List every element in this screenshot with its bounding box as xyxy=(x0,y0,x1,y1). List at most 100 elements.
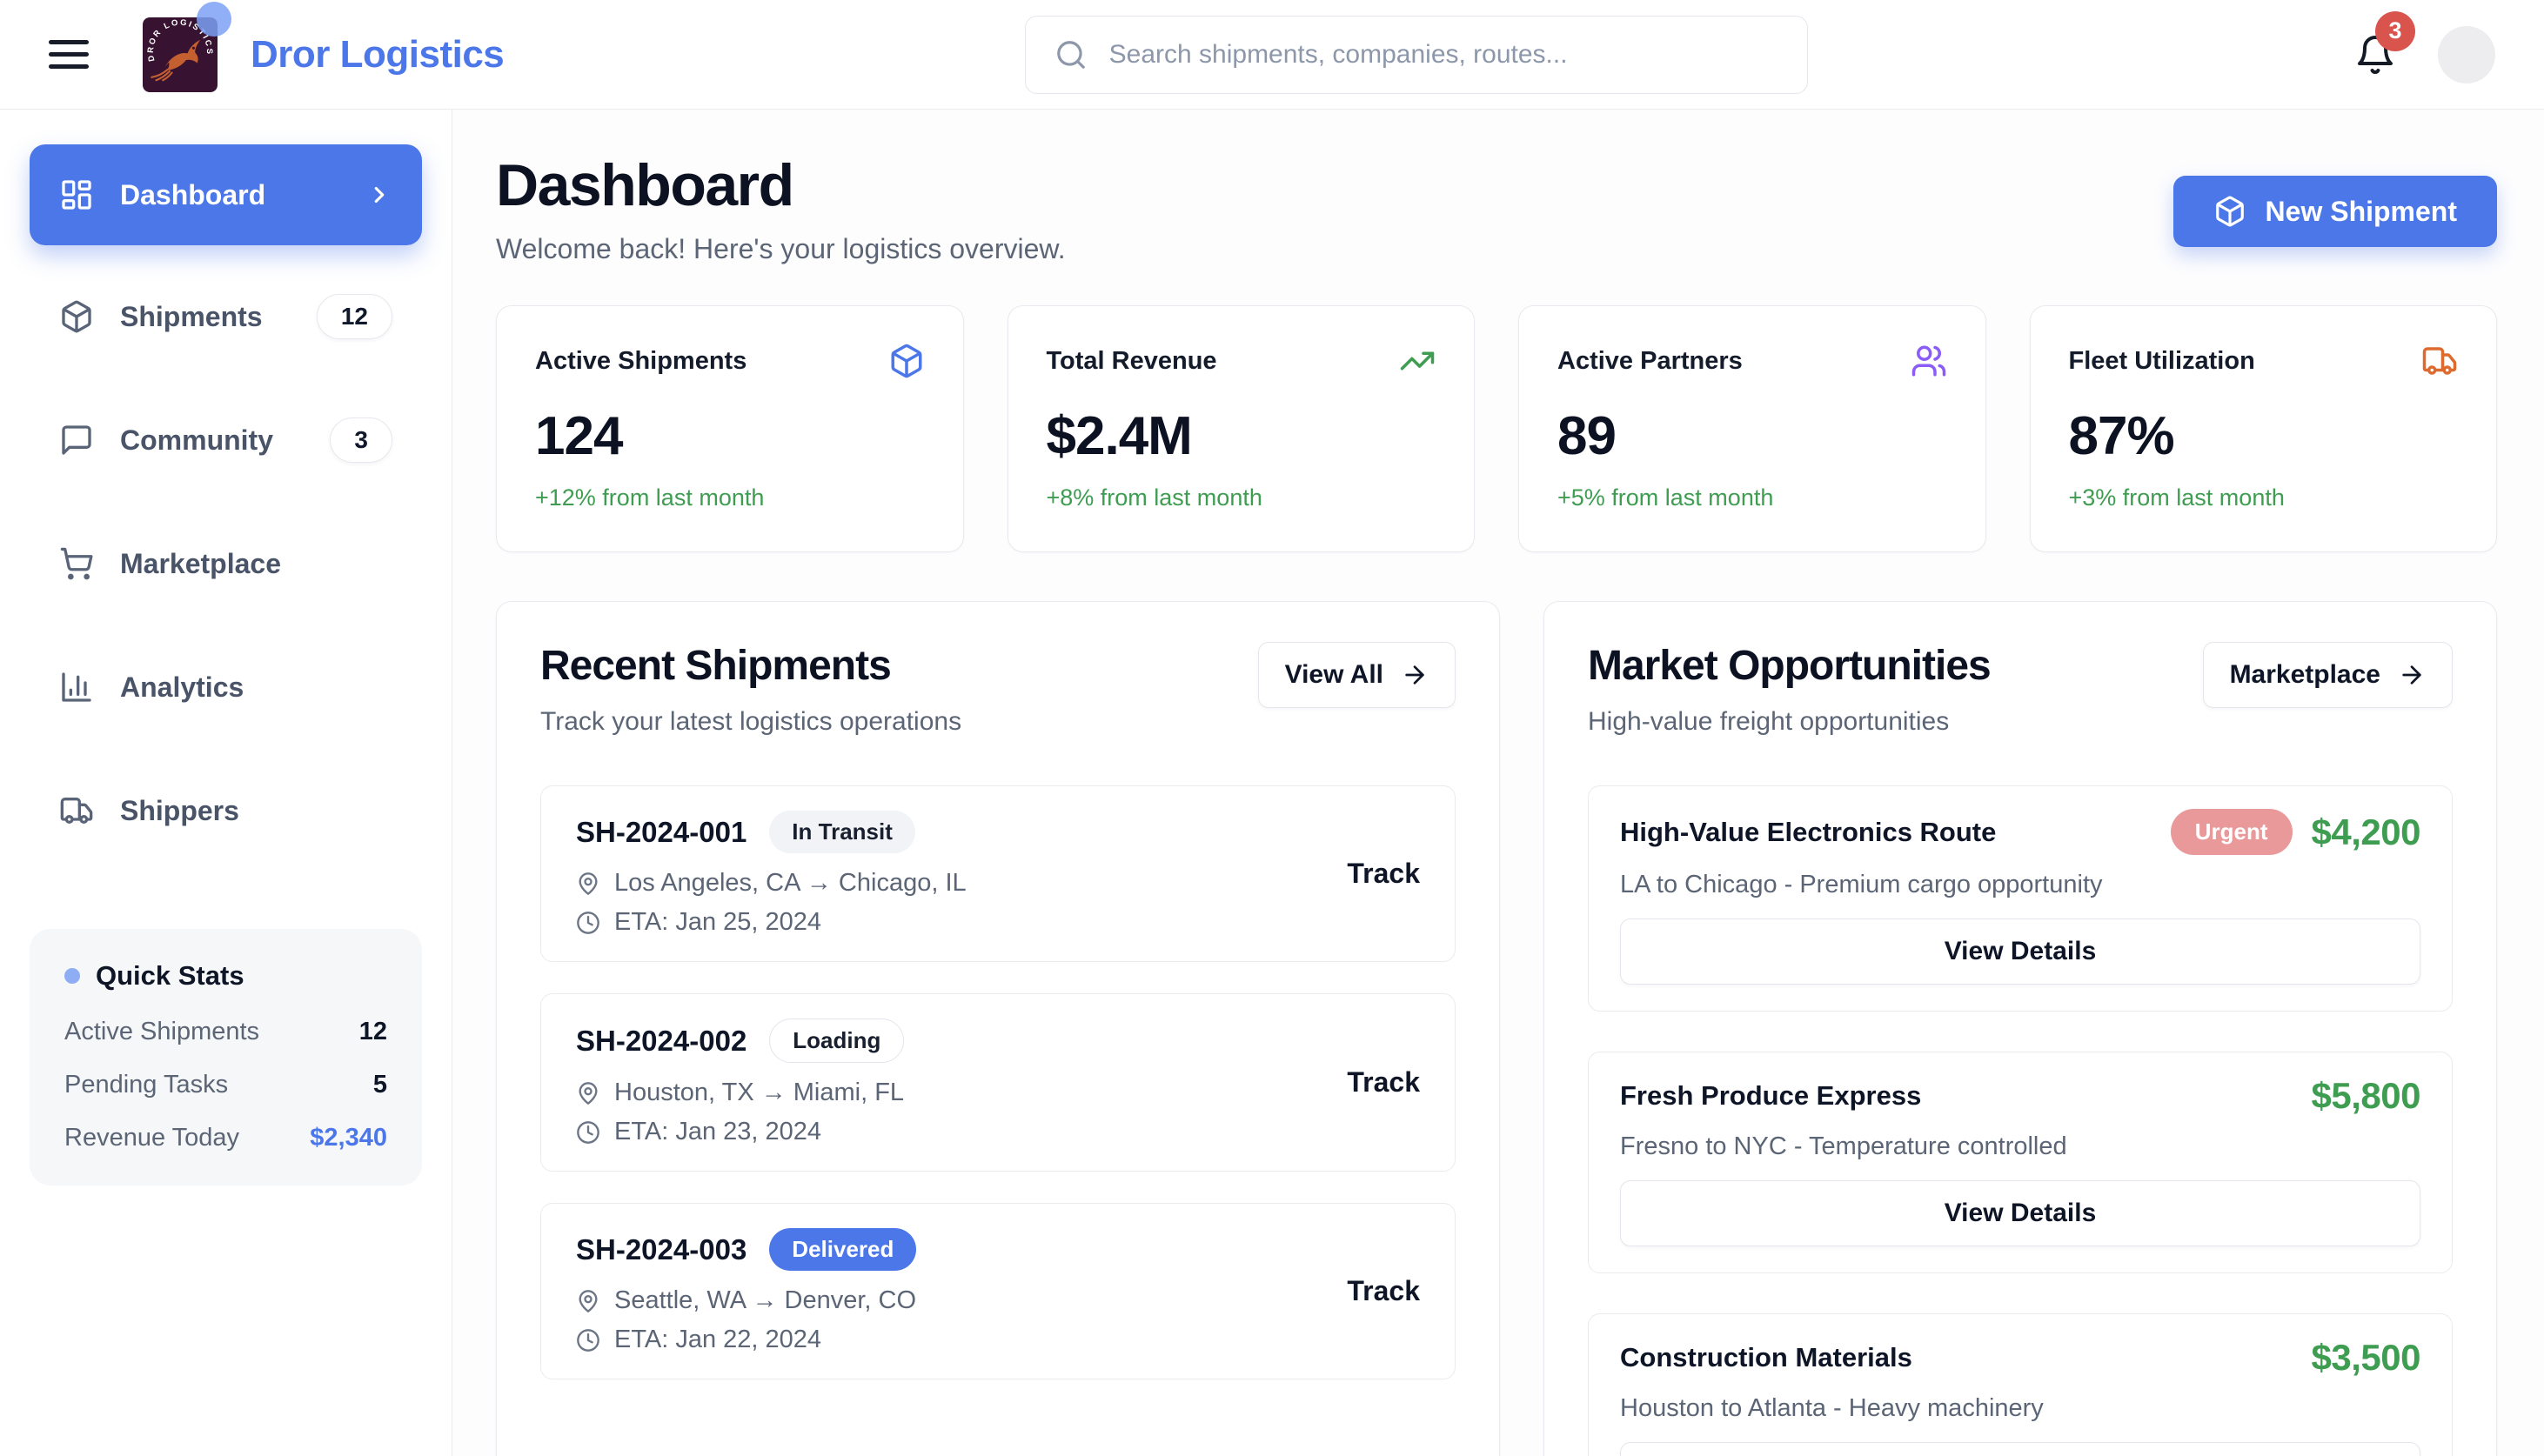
market-opportunities-title: Market Opportunities xyxy=(1588,643,1992,689)
status-badge: Loading xyxy=(769,1019,905,1063)
menu-icon[interactable] xyxy=(49,40,89,69)
shipments-count-badge: 12 xyxy=(316,294,392,339)
view-all-button[interactable]: View All xyxy=(1257,642,1456,708)
quick-stats-dot-icon xyxy=(64,968,80,984)
opportunity-description: Houston to Atlanta - Heavy machinery xyxy=(1620,1394,2044,1422)
sidebar-item-shippers[interactable]: Shippers xyxy=(30,762,422,859)
shipment-id: SH-2024-003 xyxy=(576,1232,747,1266)
logo-status-dot xyxy=(197,1,231,37)
sidebar-item-analytics[interactable]: Analytics xyxy=(30,638,422,736)
map-pin-icon xyxy=(579,1289,598,1312)
package-icon xyxy=(2215,196,2244,227)
shipment-row[interactable]: SH-2024-002 Loading Houston, TX → Miami,… xyxy=(540,993,1456,1172)
avatar[interactable] xyxy=(2438,25,2495,83)
cart-icon xyxy=(60,547,93,580)
shipment-id: SH-2024-002 xyxy=(576,1024,747,1057)
status-badge: In Transit xyxy=(769,811,915,853)
opportunity-card: Construction Materials $3,500 Houston to… xyxy=(1588,1313,2453,1456)
shipment-row[interactable]: SH-2024-003 Delivered Seattle, WA → Denv… xyxy=(540,1203,1456,1379)
opportunity-card: Fresh Produce Express $5,800 Fresno to N… xyxy=(1588,1052,2453,1273)
clock-icon xyxy=(577,911,599,934)
sidebar-item-dashboard[interactable]: Dashboard xyxy=(30,144,422,245)
chevron-right-icon xyxy=(374,186,385,204)
track-button[interactable]: Track xyxy=(1347,1066,1420,1098)
stats-row: Active Shipments 124 +12% from last mont… xyxy=(496,305,2497,552)
sidebar-item-label: Marketplace xyxy=(120,547,281,579)
quick-stat-label: Revenue Today xyxy=(64,1124,240,1152)
quick-stat-value-revenue: $2,340 xyxy=(310,1124,387,1152)
marketplace-button[interactable]: Marketplace xyxy=(2202,642,2453,708)
stat-label: Total Revenue xyxy=(1046,346,1217,375)
notification-count-badge: 3 xyxy=(2375,10,2415,51)
sidebar-item-label: Shippers xyxy=(120,794,239,826)
stat-card-total-revenue: Total Revenue $2.4M +8% from last month xyxy=(1007,305,1475,552)
clock-icon xyxy=(577,1328,599,1352)
stat-label: Active Partners xyxy=(1557,346,1743,375)
track-button[interactable]: Track xyxy=(1347,1275,1420,1306)
bird-logo-icon: DROR LOGISTICS xyxy=(143,17,218,92)
top-bar: DROR LOGISTICS Dror Logistics 3 xyxy=(0,0,2544,110)
sidebar-item-label: Dashboard xyxy=(120,178,266,210)
view-details-button[interactable]: View Details xyxy=(1620,918,2420,985)
shipment-row[interactable]: SH-2024-001 In Transit Los Angeles, CA →… xyxy=(540,785,1456,962)
users-icon xyxy=(1911,345,1945,377)
shipment-route: Los Angeles, CA → Chicago, IL xyxy=(614,869,967,897)
recent-shipments-panel: Recent Shipments Track your latest logis… xyxy=(496,601,1500,1456)
brand-logo[interactable]: DROR LOGISTICS xyxy=(143,1,231,92)
opportunity-price: $5,800 xyxy=(2311,1075,2421,1116)
stat-card-fleet-utilization: Fleet Utilization 87% +3% from last mont… xyxy=(2029,305,2497,552)
sidebar: Dashboard Shipments 12 Community 3 xyxy=(0,110,452,1456)
quick-stat-label: Pending Tasks xyxy=(64,1071,229,1099)
package-icon xyxy=(891,344,921,378)
quick-stats-title: Quick Stats xyxy=(96,960,244,991)
new-shipment-button[interactable]: New Shipment xyxy=(2172,176,2497,247)
urgent-badge: Urgent xyxy=(2170,809,2293,855)
bell-icon xyxy=(2358,35,2393,74)
map-pin-icon xyxy=(579,1081,598,1105)
stat-label: Fleet Utilization xyxy=(2068,346,2255,375)
stat-card-active-shipments: Active Shipments 124 +12% from last mont… xyxy=(496,305,964,552)
new-shipment-label: New Shipment xyxy=(2265,195,2457,227)
page-subtitle: Welcome back! Here's your logistics over… xyxy=(496,233,1066,264)
trending-up-icon xyxy=(1400,351,1435,371)
truck-icon xyxy=(60,798,93,824)
opportunity-price: $4,200 xyxy=(2311,811,2421,852)
sidebar-item-marketplace[interactable]: Marketplace xyxy=(30,515,422,612)
market-opportunities-panel: Market Opportunities High-value freight … xyxy=(1543,601,2497,1456)
shipment-eta: ETA: Jan 25, 2024 xyxy=(614,908,822,936)
view-details-button[interactable]: View Details xyxy=(1620,1442,2420,1456)
global-search xyxy=(1024,15,1808,94)
view-all-label: View All xyxy=(1284,660,1383,689)
quick-stat-row: Revenue Today $2,340 xyxy=(64,1124,387,1152)
stat-value: 89 xyxy=(1557,406,1617,466)
stat-change: +3% from last month xyxy=(2068,484,2285,511)
stat-label: Active Shipments xyxy=(535,346,747,375)
opportunity-card: High-Value Electronics Route Urgent $4,2… xyxy=(1588,785,2453,1012)
sidebar-item-shipments[interactable]: Shipments 12 xyxy=(30,268,422,365)
search-icon xyxy=(1056,40,1085,69)
view-details-button[interactable]: View Details xyxy=(1620,1180,2420,1246)
dashboard-grid-icon xyxy=(62,180,91,210)
community-count-badge: 3 xyxy=(330,417,392,463)
stat-change: +5% from last month xyxy=(1557,484,1774,511)
opportunity-title: High-Value Electronics Route xyxy=(1620,816,1997,847)
shipment-eta: ETA: Jan 23, 2024 xyxy=(614,1118,822,1145)
stat-value: $2.4M xyxy=(1046,406,1193,466)
sidebar-item-community[interactable]: Community 3 xyxy=(30,391,422,489)
arrow-right-icon xyxy=(2402,665,2421,685)
stat-change: +8% from last month xyxy=(1046,484,1262,511)
notifications-button[interactable]: 3 xyxy=(2354,10,2415,76)
marketplace-label: Marketplace xyxy=(2229,660,2380,689)
quick-stat-label: Active Shipments xyxy=(64,1018,260,1045)
opportunity-price: $3,500 xyxy=(2311,1337,2421,1378)
message-icon xyxy=(62,425,91,455)
shipment-route: Houston, TX → Miami, FL xyxy=(614,1079,905,1106)
package-icon xyxy=(62,300,91,333)
track-button[interactable]: Track xyxy=(1347,858,1420,889)
sidebar-item-label: Community xyxy=(120,424,273,456)
brand-name: Dror Logistics xyxy=(251,32,505,76)
opportunity-title: Fresh Produce Express xyxy=(1620,1080,1922,1111)
search-input[interactable] xyxy=(1024,15,1808,94)
recent-shipments-subtitle: Track your latest logistics operations xyxy=(540,707,962,736)
